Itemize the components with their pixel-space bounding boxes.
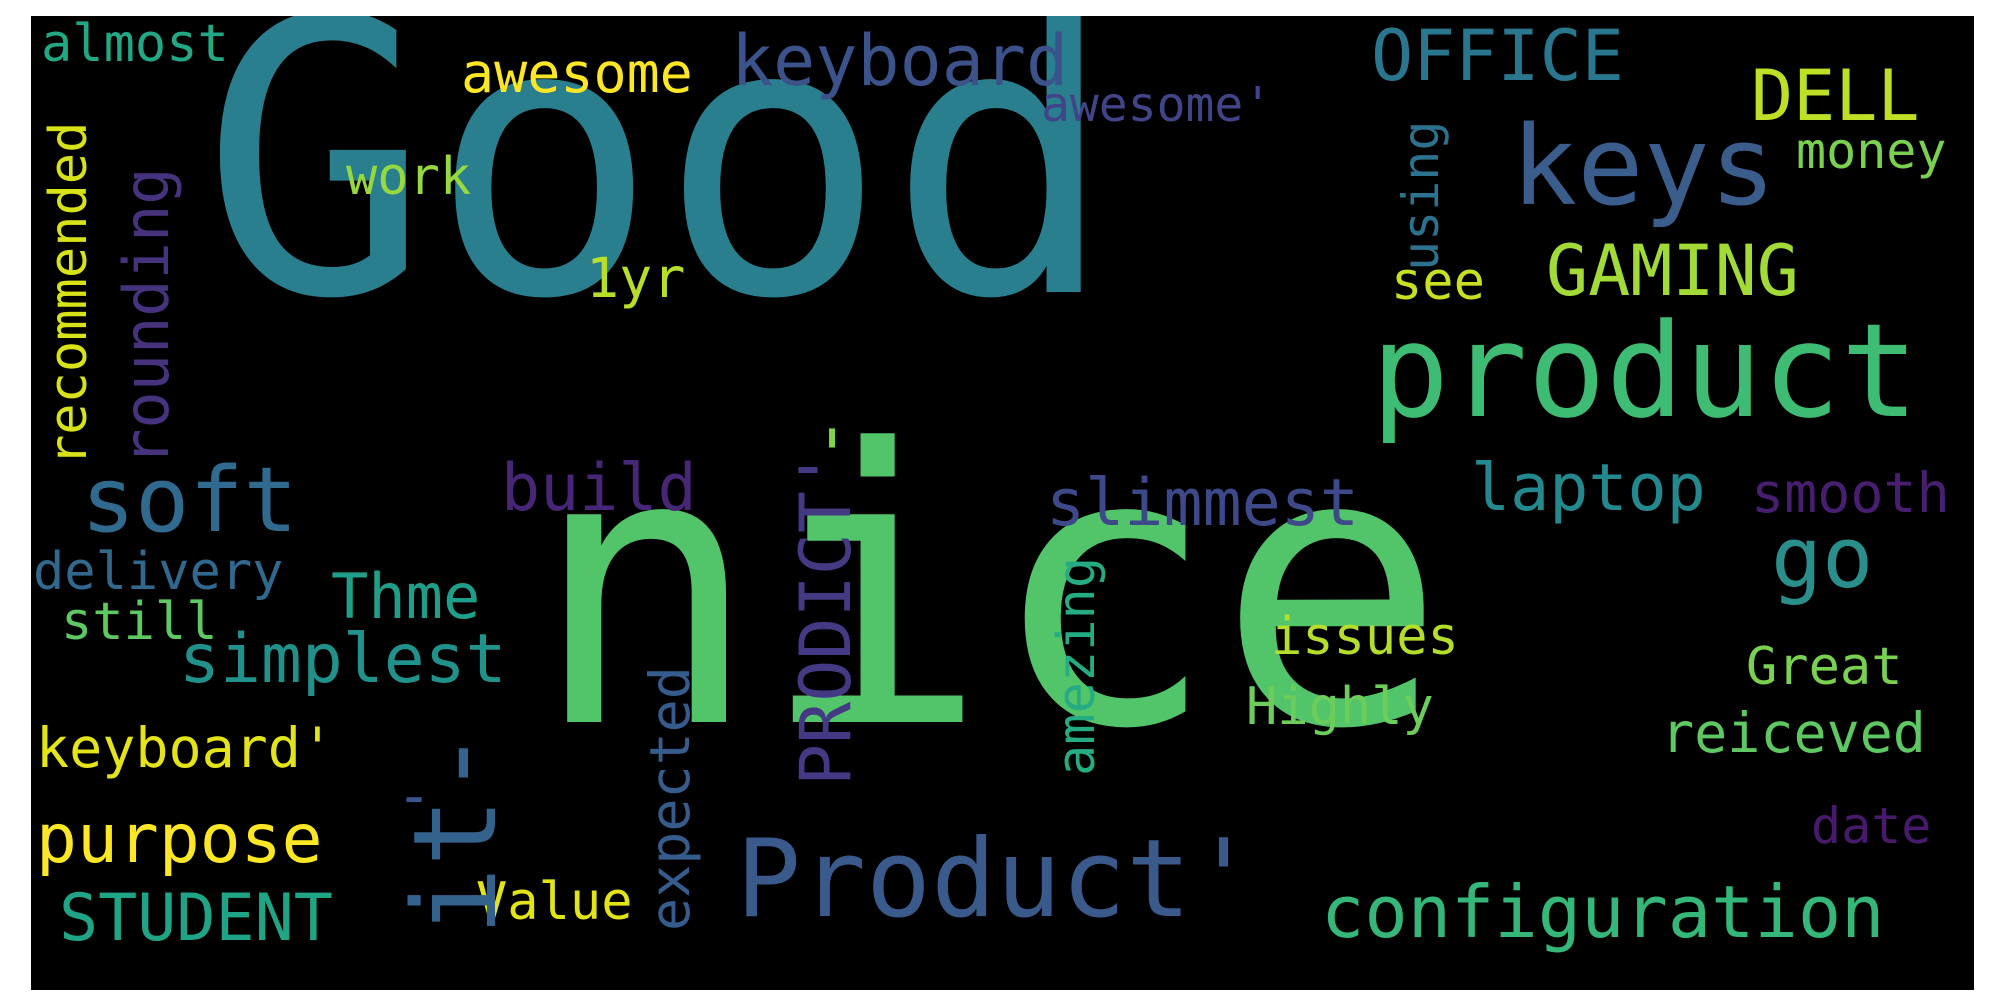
word-build-14: build	[501, 451, 697, 526]
word-prodict-38: PRODICT'	[785, 448, 867, 786]
word-see-31: see	[1391, 252, 1485, 312]
word-purpose-16: purpose	[36, 800, 323, 879]
word-amezing-40: amezing	[1047, 556, 1107, 776]
word-nice-1: nice	[531, 369, 1447, 812]
word-using-41: using	[1392, 120, 1450, 271]
word-smooth-22: smooth	[1751, 461, 1950, 525]
word-student-17: STUDENT	[59, 881, 333, 956]
word-configuration-6: configuration	[1321, 870, 1885, 954]
word-slimmest-13: slimmest	[1046, 466, 1360, 541]
word-keyboard-19: keyboard'	[36, 716, 335, 780]
word-it-42: it-	[389, 728, 523, 936]
word-office-8: OFFICE	[1371, 16, 1624, 97]
word-almost-34: almost	[41, 16, 229, 74]
word-good-0: Good	[201, 16, 1117, 382]
word-product-2: product	[1371, 295, 1919, 447]
word-reiceved-23: reiceved	[1661, 701, 1926, 765]
word-work-29: work	[346, 147, 472, 207]
word-1yr-30: 1yr	[586, 246, 686, 310]
word-still-28: still	[61, 592, 218, 652]
word-rounding-36: rounding	[110, 167, 183, 466]
word-date-32: date	[1811, 797, 1932, 855]
word-delivery-27: delivery	[33, 542, 284, 602]
word-cloud: Good nice product Product' keys soft configura…	[31, 16, 1974, 990]
word-recommended-37: recommended	[39, 121, 99, 466]
word-keyboard-7: keyboard	[731, 20, 1069, 102]
word-issues-26: issues	[1271, 607, 1459, 667]
word-awesome-20: awesome	[461, 41, 693, 105]
word-keys-4: keys	[1511, 102, 1776, 230]
word-great-24: Great	[1746, 637, 1903, 697]
word-dell-9: DELL	[1751, 55, 1920, 137]
word-value-33: Value	[476, 872, 633, 932]
word-gaming-10: GAMING	[1546, 230, 1799, 312]
word-money-21: money	[1796, 122, 1947, 180]
word-product-3: Product'	[736, 817, 1257, 942]
word-go-11: go	[1771, 509, 1874, 608]
word-simplest-15: simplest	[179, 620, 507, 699]
word-expected-39: expected	[638, 666, 702, 931]
word-mark-43: -	[396, 761, 433, 831]
word-laptop-12: laptop	[1471, 451, 1706, 526]
word-thme-18: Thme	[331, 560, 481, 633]
word-highly-25: Highly	[1246, 677, 1434, 737]
word-soft-5: soft	[81, 448, 298, 553]
word-awesome-35: awesome'	[1041, 77, 1273, 133]
word-mark-44: '	[811, 415, 854, 497]
